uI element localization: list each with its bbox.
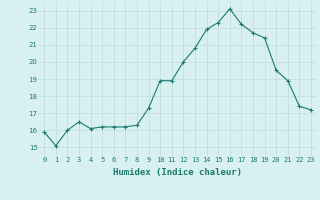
X-axis label: Humidex (Indice chaleur): Humidex (Indice chaleur) bbox=[113, 168, 242, 177]
